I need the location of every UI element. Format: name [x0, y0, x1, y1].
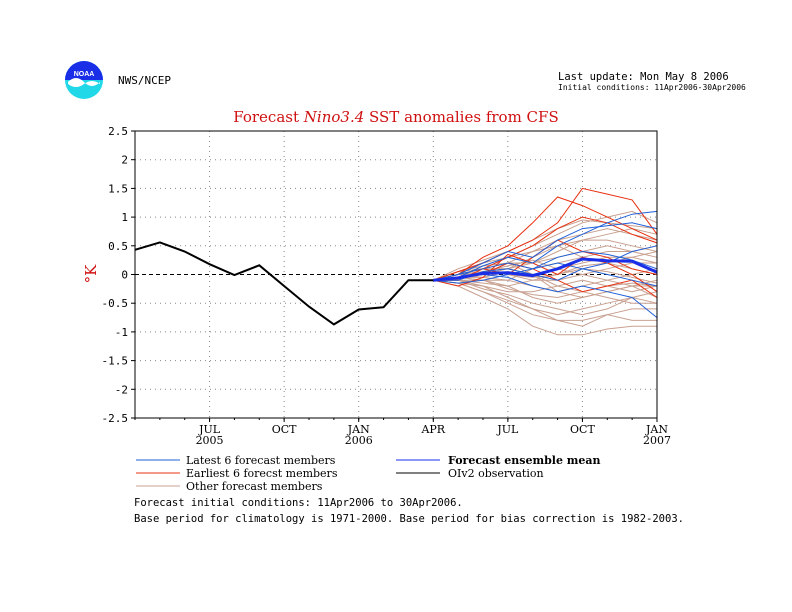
- y-tick-label: 2.5: [108, 125, 128, 138]
- x-tick-label: OCT: [272, 423, 297, 436]
- x-tick-label: APR: [420, 423, 445, 436]
- y-tick-label: -2: [115, 383, 128, 396]
- initial-conditions-label: Initial conditions: 11Apr2006-30Apr2006: [558, 83, 746, 92]
- legend-latest-label: Latest 6 forecast members: [186, 454, 336, 467]
- x-tick-year-label: 2007: [643, 434, 671, 447]
- y-tick-label: -0.5: [102, 297, 129, 310]
- logo-text: NOAA: [74, 71, 95, 78]
- y-tick-label: -1: [115, 326, 128, 339]
- forecast-members: [433, 187, 658, 336]
- other-member-line: [433, 239, 658, 281]
- y-axis-label: °K: [82, 264, 100, 284]
- earliest-member-line: [433, 196, 658, 281]
- legend-observation-label: OIv2 observation: [448, 467, 544, 480]
- x-tick-label: JUL: [496, 423, 519, 436]
- main-lines: [134, 241, 658, 326]
- noaa-logo-icon: NOAA: [65, 61, 103, 99]
- other-member-line: [433, 276, 658, 299]
- x-tick-year-label: 2005: [196, 434, 224, 447]
- y-tick-label: 0: [121, 269, 128, 282]
- other-member-line: [433, 271, 657, 299]
- agency-label: NWS/NCEP: [118, 74, 171, 87]
- legend-mean-label: Forecast ensemble mean: [448, 454, 601, 467]
- other-member-line: [433, 262, 658, 281]
- other-member-line: [433, 279, 658, 316]
- title-prefix: Forecast: [233, 108, 304, 126]
- other-member-line: [433, 279, 657, 336]
- earliest-member-line: [433, 187, 658, 281]
- x-tick-label: JAN: [645, 423, 668, 436]
- grid: [135, 131, 657, 418]
- legend: [136, 459, 440, 487]
- title-suffix: SST anomalies from CFS: [364, 108, 559, 126]
- footer-line-1: Forecast initial conditions: 11Apr2006 t…: [134, 497, 463, 509]
- chart-title: Forecast Nino3.4 SST anomalies from CFS: [0, 108, 792, 126]
- legend-other-label: Other forecast members: [186, 480, 323, 493]
- y-tick-label: -2.5: [102, 412, 129, 425]
- observation-line: [134, 241, 434, 326]
- x-tick-label: OCT: [570, 423, 595, 436]
- other-member-line: [433, 279, 657, 321]
- x-tick-label: JAN: [347, 423, 370, 436]
- other-member-line: [433, 279, 658, 316]
- latest-member-line: [433, 222, 658, 281]
- x-tick-label: JUL: [198, 423, 221, 436]
- last-update-label: Last update: Mon May 8 2006: [558, 71, 729, 83]
- y-tick-label: 1: [121, 211, 128, 224]
- x-tick-year-label: 2006: [345, 434, 373, 447]
- title-italic: Nino3.4: [303, 108, 365, 126]
- y-tick-label: 1.5: [108, 182, 128, 195]
- footer-line-2: Base period for climatology is 1971-2000…: [134, 513, 684, 525]
- ensemble-mean-line: [433, 257, 658, 282]
- y-tick-label: 2: [121, 154, 128, 167]
- latest-member-line: [433, 250, 658, 284]
- legend-earliest-label: Earliest 6 forecst members: [186, 467, 338, 480]
- y-tick-label: -1.5: [102, 355, 129, 368]
- y-tick-label: 0.5: [108, 240, 128, 253]
- latest-member-line: [433, 262, 658, 287]
